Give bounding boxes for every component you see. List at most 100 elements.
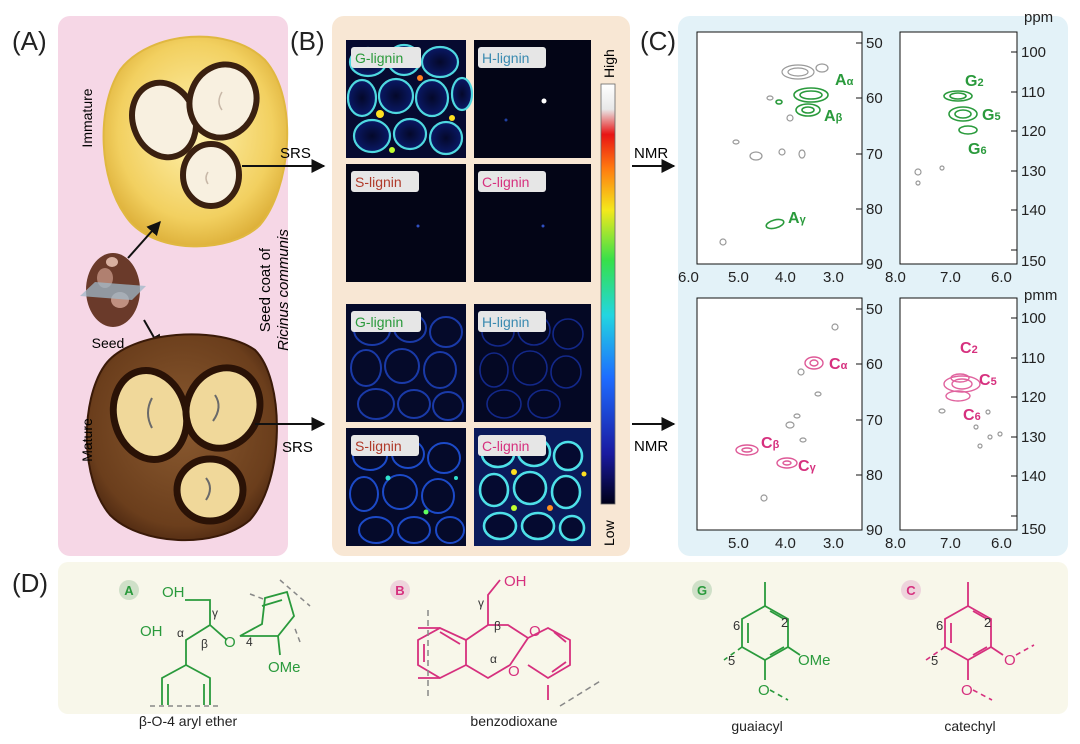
tick-bottom-right-x-7: 7.0 <box>940 535 961 552</box>
tick-bottom-left-y-70: 70 <box>866 412 883 429</box>
label-g-o: O <box>758 682 770 699</box>
label-a-oh2: OH <box>140 623 163 640</box>
peak-label-g2: G2 <box>965 73 984 90</box>
label-c-2: 2 <box>984 615 991 630</box>
srs-labels: G-lignin H-lignin S-lignin C-lignin G-li… <box>351 47 546 456</box>
unit-label-bottom: pmm <box>1024 287 1057 304</box>
tick-bottom-right-y-130: 130 <box>1021 429 1046 446</box>
label-b-gamma: γ <box>478 596 484 610</box>
tick-bottom-left-y-80: 80 <box>866 467 883 484</box>
badge-b <box>390 580 410 600</box>
panel-b-letter: (B) <box>290 26 325 56</box>
arrow-seed-immature <box>127 220 161 259</box>
label-a-oh1: OH <box>162 584 185 601</box>
structure-c-name: catechyl <box>944 718 995 734</box>
peak-label-g5: G5 <box>982 107 1001 124</box>
tick-top-right-y-110: 110 <box>1021 84 1045 101</box>
panel-a-letter: (A) <box>12 26 47 56</box>
nmr-axis-ticks <box>856 42 1017 517</box>
label-g-ome: OMe <box>798 652 831 669</box>
srs-label-bottom: SRS <box>282 439 313 456</box>
label-a-beta: β <box>201 637 208 651</box>
label-a-4: 4 <box>246 635 253 649</box>
tick-top-right-y-150: 150 <box>1021 253 1046 270</box>
nmr-label-bottom: NMR <box>634 438 668 455</box>
srs-label-top-c: C-lignin <box>482 174 529 190</box>
tick-top-right-x-8: 8.0 <box>885 269 906 286</box>
label-c-6: 6 <box>936 618 943 633</box>
panel-d: (D) A OH OH α β γ <box>12 562 1068 734</box>
srs-label-bottom-s: S-lignin <box>355 438 402 454</box>
structure-benzodioxane: B OH γ β α O O benzodioxane <box>390 573 603 729</box>
badge-b-label: B <box>395 583 404 598</box>
label-b-beta: β <box>494 619 501 633</box>
srs-label-bottom-g: G-lignin <box>355 314 403 330</box>
tick-bottom-left-y-60: 60 <box>866 356 883 373</box>
srs-label-bottom-c: C-lignin <box>482 438 529 454</box>
structure-catechyl: C 6 2 5 O O catechyl <box>901 580 1035 734</box>
tick-top-right-x-6: 6.0 <box>991 269 1012 286</box>
panel-d-background <box>58 562 1068 714</box>
srs-label-bottom-h: H-lignin <box>482 314 529 330</box>
label-b-oh: OH <box>504 573 527 590</box>
mature-label: Mature <box>79 418 95 462</box>
label-g-2: 2 <box>781 615 788 630</box>
unit-label-top: ppm <box>1024 9 1053 26</box>
label-a-alpha: α <box>177 626 184 640</box>
tick-top-right-y-130: 130 <box>1021 163 1046 180</box>
srs-label-top: SRS <box>280 145 311 162</box>
peak-label-c-gamma: Cγ <box>798 458 817 475</box>
peak-label-c5: C5 <box>979 372 997 389</box>
nmr-bottom-right-contours <box>938 373 1003 449</box>
tick-top-right-y-140: 140 <box>1021 202 1046 219</box>
nmr-bottom-left-frame <box>696 297 863 531</box>
tick-top-right-y-100: 100 <box>1021 44 1046 61</box>
peak-label-a-beta: Aβ <box>824 108 843 125</box>
srs-label-top-s: S-lignin <box>355 174 402 190</box>
tick-top-right-x-7: 7.0 <box>940 269 961 286</box>
peak-label-a-alpha: Aα <box>835 72 854 89</box>
badge-c-label: C <box>906 583 916 598</box>
panel-d-letter: (D) <box>12 568 48 598</box>
tick-bottom-right-x-8: 8.0 <box>885 535 906 552</box>
label-g-5: 5 <box>728 653 735 668</box>
immature-label: Immature <box>79 88 95 147</box>
label-b-o1: O <box>529 623 541 640</box>
structure-g-name: guaiacyl <box>731 718 782 734</box>
tick-top-left-y-80: 80 <box>866 201 883 218</box>
peak-label-c2: C2 <box>960 340 978 357</box>
colorbar-low-label: Low <box>601 519 617 546</box>
tick-top-left-y-60: 60 <box>866 90 883 107</box>
tick-top-right-y-120: 120 <box>1021 123 1046 140</box>
label-b-o2: O <box>508 663 520 680</box>
tick-bottom-left-y-50: 50 <box>866 301 883 318</box>
peak-label-a-gamma: Aγ <box>788 210 807 227</box>
colorbar-high-label: High <box>601 49 617 78</box>
nmr-top-left-frame <box>696 31 863 265</box>
peak-label-g6: G6 <box>968 141 987 158</box>
tick-bottom-right-y-100: 100 <box>1021 310 1046 327</box>
tick-top-left-x-5: 5.0 <box>728 269 749 286</box>
structure-guaiacyl: G 6 2 5 OMe O guaiacyl <box>692 580 831 734</box>
nmr-bottom-right-frame <box>899 297 1018 531</box>
peak-label-c-alpha: Cα <box>829 356 848 373</box>
label-c-5: 5 <box>931 653 938 668</box>
srs-label-top-g: G-lignin <box>355 50 403 66</box>
nmr-label-top: NMR <box>634 145 668 162</box>
mature-seed-coat <box>85 333 278 542</box>
tick-bottom-right-y-110: 110 <box>1021 350 1045 367</box>
tick-bottom-right-y-120: 120 <box>1021 389 1046 406</box>
panel-b: (B) <box>290 16 630 556</box>
label-b-alpha: α <box>490 652 497 666</box>
tick-top-left-x-4: 4.0 <box>775 269 796 286</box>
nmr-tick-labels: 50 60 70 80 90 100 110 120 130 140 150 p… <box>678 9 1057 552</box>
tick-top-left-x-6: 6.0 <box>678 269 699 286</box>
tick-bottom-right-y-150: 150 <box>1021 521 1046 538</box>
side-label-line1: Seed coat of <box>257 247 274 332</box>
seed-image <box>80 253 146 327</box>
structure-b-name: benzodioxane <box>470 713 557 729</box>
nmr-top-right-contours <box>914 90 978 186</box>
panel-a: (A) Immature Seed <box>12 16 326 556</box>
badge-a <box>119 580 139 600</box>
